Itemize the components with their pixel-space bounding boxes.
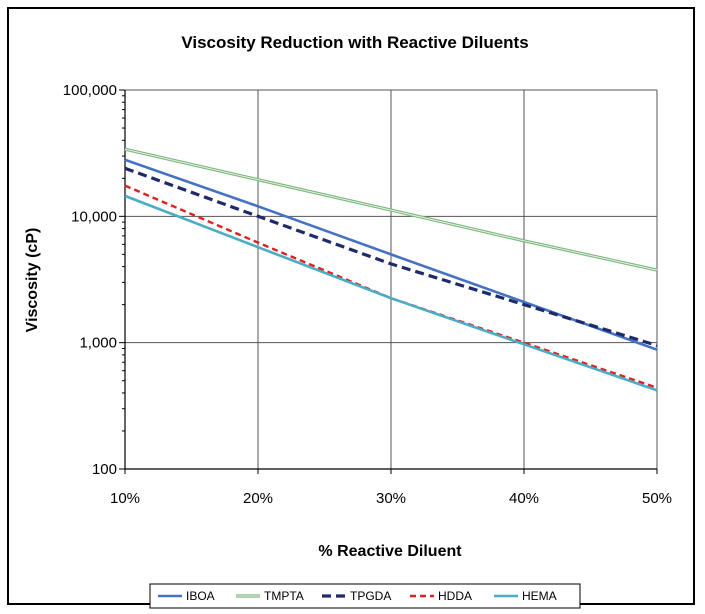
series-line-tpgda — [124, 166, 658, 348]
legend-label-tmpta: TMPTA — [264, 589, 304, 603]
y-tick-label: 1,000 — [79, 335, 117, 352]
chart-title: Viscosity Reduction with Reactive Diluen… — [181, 33, 528, 52]
legend-label-tpgda: TPGDA — [350, 589, 391, 603]
x-tick-label: 50% — [642, 490, 672, 507]
x-tick-label: 10% — [110, 490, 140, 507]
series-line-inner-tmpta — [124, 148, 658, 271]
legend-label-iboa: IBOA — [186, 589, 215, 603]
x-axis-title: % Reactive Diluent — [318, 543, 462, 560]
legend-label-hema: HEMA — [522, 589, 557, 603]
series-lines — [124, 147, 658, 392]
y-axis-title: Viscosity (cP) — [24, 228, 41, 333]
y-tick-label: 100 — [92, 461, 117, 478]
y-tick-label: 10,000 — [71, 208, 117, 225]
axes: 100 1,000 10,000 100,000 10% 20% 30% 40% 50% — [63, 82, 672, 507]
series-line-hdda — [124, 184, 658, 389]
x-tick-label: 40% — [509, 490, 539, 507]
x-tick-label: 30% — [376, 490, 406, 507]
series-line-hema — [124, 194, 658, 392]
legend-label-hdda: HDDA — [438, 589, 472, 603]
chart-frame — [7, 7, 695, 605]
x-tick-label: 20% — [243, 490, 273, 507]
y-tick-label: 100,000 — [63, 82, 117, 99]
grid — [125, 89, 658, 469]
legend: IBOA TMPTA TPGDA HDDA HEMA — [149, 583, 581, 609]
